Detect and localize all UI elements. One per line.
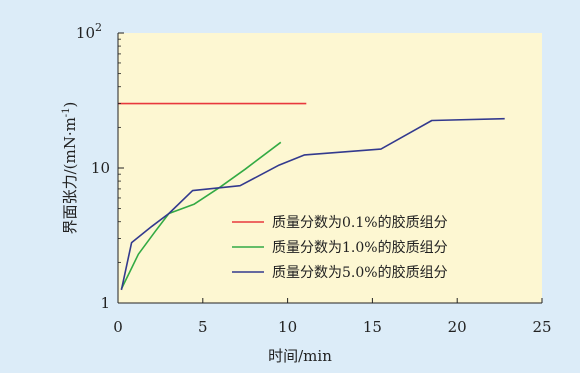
- y-tick-label-1: 1: [100, 294, 110, 312]
- x-tick-label-20: 20: [448, 318, 467, 336]
- x-tick-label-10: 10: [278, 318, 297, 336]
- series-line-3: [120, 117, 505, 291]
- x-tick-label-5: 5: [198, 318, 208, 336]
- x-tick-label-25: 25: [532, 318, 551, 336]
- series-line-2: [120, 141, 282, 290]
- y-tick-label-10: 10: [91, 159, 110, 177]
- plot-area: [118, 33, 542, 303]
- y-axis-label: 界面张力/(mN·m-1): [61, 102, 79, 235]
- legend-label-2: 质量分数为1.0%的胶质组分: [272, 239, 448, 256]
- x-axis-label: 时间/min: [268, 347, 332, 365]
- y-tick-label-100: 102: [76, 21, 102, 42]
- x-tick-label-15: 15: [363, 318, 382, 336]
- legend-label-3: 质量分数为5.0%的胶质组分: [272, 264, 448, 281]
- y-axis-label-exponent: -1: [61, 107, 72, 117]
- x-tick-label-0: 0: [113, 318, 123, 336]
- legend-label-1: 质量分数为0.1%的胶质组分: [272, 214, 448, 231]
